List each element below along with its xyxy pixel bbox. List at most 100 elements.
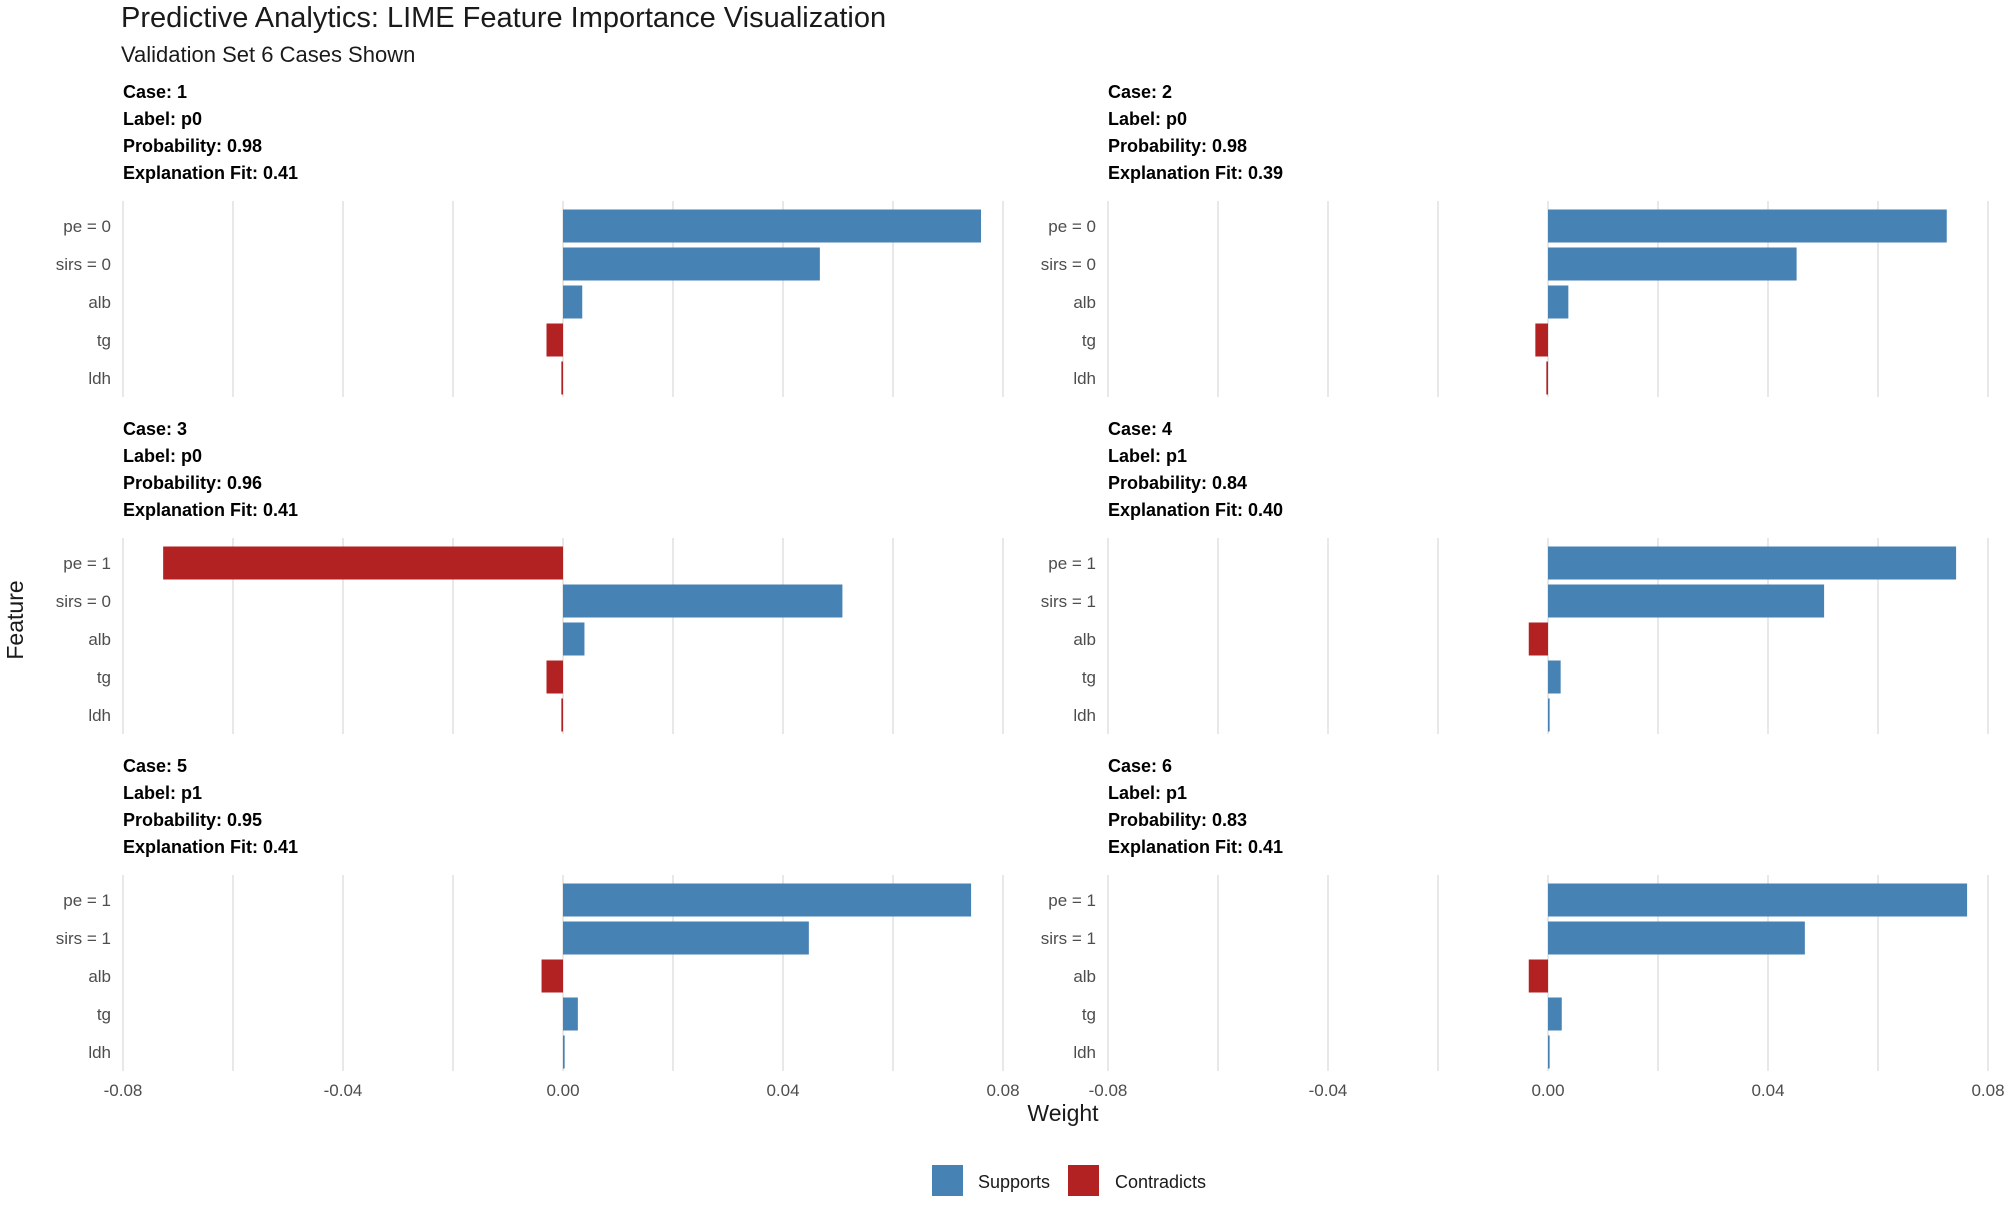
- bar: [563, 247, 820, 281]
- feature-label: ldh: [88, 706, 111, 725]
- facet-explanation-fit: Explanation Fit: 0.41: [123, 500, 298, 520]
- feature-label: sirs = 1: [56, 929, 111, 948]
- bar: [1548, 546, 1957, 580]
- facet-probability: Probability: 0.83: [1108, 810, 1247, 830]
- bar: [1546, 361, 1548, 395]
- bar: [563, 622, 585, 656]
- feature-label: pe = 0: [63, 217, 111, 236]
- feature-label: alb: [1073, 967, 1096, 986]
- facet-case: Case: 4: [1108, 419, 1172, 439]
- facet-panel-6: Case: 6 Label: p1 Probability: 0.83 Explana…: [1041, 756, 2005, 1100]
- bar: [563, 584, 843, 618]
- feature-label: tg: [97, 1005, 111, 1024]
- feature-label: pe = 1: [63, 554, 111, 573]
- feature-label: pe = 0: [1048, 217, 1096, 236]
- feature-label: ldh: [88, 369, 111, 388]
- y-axis-title: Feature: [2, 580, 28, 659]
- facet-label: Label: p1: [1108, 783, 1187, 803]
- feature-label: alb: [88, 630, 111, 649]
- x-tick-label: -0.04: [324, 1081, 363, 1100]
- facet-explanation-fit: Explanation Fit: 0.41: [123, 837, 298, 857]
- facet-panel-4: Case: 4 Label: p1 Probability: 0.84 Explana…: [1041, 419, 1989, 734]
- feature-label: ldh: [1073, 369, 1096, 388]
- x-tick-label: 0.08: [986, 1081, 1019, 1100]
- feature-label: tg: [97, 331, 111, 350]
- bar: [563, 1035, 565, 1069]
- facet-explanation-fit: Explanation Fit: 0.41: [123, 163, 298, 183]
- facet-case: Case: 5: [123, 756, 187, 776]
- legend-swatch-supports: [932, 1165, 963, 1196]
- facet-label: Label: p0: [123, 109, 202, 129]
- facet-probability: Probability: 0.95: [123, 810, 262, 830]
- facet-case: Case: 6: [1108, 756, 1172, 776]
- facet-panel-5: Case: 5 Label: p1 Probability: 0.95 Explana…: [56, 756, 1020, 1100]
- facet-label: Label: p0: [1108, 109, 1187, 129]
- bar: [546, 660, 563, 694]
- facet-panel-1: Case: 1 Label: p0 Probability: 0.98 Explana…: [56, 82, 1004, 397]
- facet-panel-2: Case: 2 Label: p0 Probability: 0.98 Explana…: [1041, 82, 1989, 397]
- facet-label: Label: p0: [123, 446, 202, 466]
- feature-label: pe = 1: [63, 891, 111, 910]
- facet-panel-3: Case: 3 Label: p0 Probability: 0.96 Explana…: [56, 419, 1004, 734]
- bar: [563, 921, 809, 955]
- bar: [1528, 622, 1548, 656]
- x-tick-label: -0.08: [1089, 1081, 1128, 1100]
- feature-label: alb: [88, 967, 111, 986]
- facet-explanation-fit: Explanation Fit: 0.41: [1108, 837, 1283, 857]
- x-tick-label: 0.04: [766, 1081, 799, 1100]
- bar: [1548, 997, 1562, 1031]
- facet-probability: Probability: 0.98: [1108, 136, 1247, 156]
- facet-case: Case: 3: [123, 419, 187, 439]
- x-tick-label: 0.00: [1531, 1081, 1564, 1100]
- bar: [1548, 209, 1947, 243]
- x-tick-label: 0.00: [546, 1081, 579, 1100]
- legend-label-supports: Supports: [978, 1172, 1050, 1192]
- feature-label: alb: [88, 293, 111, 312]
- x-tick-label: -0.04: [1309, 1081, 1348, 1100]
- feature-label: pe = 1: [1048, 554, 1096, 573]
- x-tick-label: -0.08: [104, 1081, 143, 1100]
- feature-label: pe = 1: [1048, 891, 1096, 910]
- legend: Supports Contradicts: [932, 1165, 1206, 1196]
- feature-label: ldh: [1073, 706, 1096, 725]
- bar: [1535, 323, 1548, 357]
- facet-explanation-fit: Explanation Fit: 0.40: [1108, 500, 1283, 520]
- bar: [563, 209, 981, 243]
- bar: [1548, 1035, 1550, 1069]
- feature-label: alb: [1073, 630, 1096, 649]
- facet-label: Label: p1: [123, 783, 202, 803]
- bar: [1548, 584, 1825, 618]
- legend-label-contradicts: Contradicts: [1115, 1172, 1206, 1192]
- bar: [561, 361, 563, 395]
- bar: [563, 883, 972, 917]
- facet-probability: Probability: 0.96: [123, 473, 262, 493]
- bar: [1528, 959, 1548, 993]
- feature-label: sirs = 0: [1041, 255, 1096, 274]
- feature-label: ldh: [1073, 1043, 1096, 1062]
- chart-subtitle: Validation Set 6 Cases Shown: [121, 42, 415, 67]
- facet-label: Label: p1: [1108, 446, 1187, 466]
- x-axis-title: Weight: [1027, 1100, 1099, 1126]
- bar: [541, 959, 563, 993]
- facet-probability: Probability: 0.98: [123, 136, 262, 156]
- bar: [563, 997, 578, 1031]
- bar: [1548, 921, 1805, 955]
- chart-title: Predictive Analytics: LIME Feature Impor…: [121, 2, 886, 34]
- x-tick-label: 0.04: [1751, 1081, 1784, 1100]
- feature-label: sirs = 0: [56, 255, 111, 274]
- bar: [563, 285, 583, 319]
- legend-swatch-contradicts: [1068, 1165, 1099, 1196]
- bar: [561, 698, 563, 732]
- bar: [546, 323, 563, 357]
- bar: [163, 546, 563, 580]
- facets-area: Case: 1 Label: p0 Probability: 0.98 Explana…: [56, 82, 2005, 1100]
- facet-probability: Probability: 0.84: [1108, 473, 1247, 493]
- bar: [1548, 660, 1561, 694]
- feature-label: alb: [1073, 293, 1096, 312]
- bar: [1548, 883, 1968, 917]
- bar: [1548, 698, 1550, 732]
- facet-case: Case: 1: [123, 82, 187, 102]
- feature-label: tg: [97, 668, 111, 687]
- bar: [1548, 247, 1797, 281]
